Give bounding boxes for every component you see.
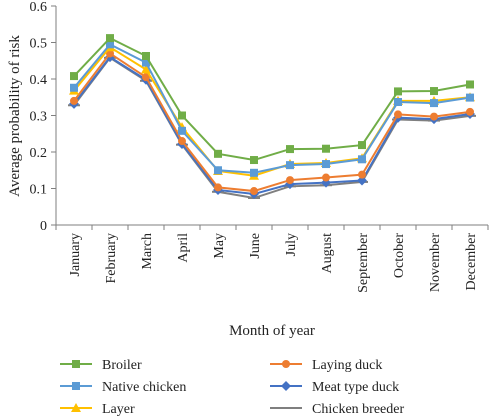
x-tick-label: September xyxy=(356,233,371,293)
series-line xyxy=(73,45,471,177)
data-point xyxy=(214,183,222,192)
data-point xyxy=(394,97,402,106)
data-point xyxy=(357,175,367,186)
data-point xyxy=(178,137,186,146)
data-point xyxy=(72,382,80,390)
data-point xyxy=(466,93,474,102)
data-point xyxy=(394,87,402,96)
x-tick-label: January xyxy=(68,233,83,277)
x-tick-label: March xyxy=(140,233,155,270)
y-tick-label: 0.6 xyxy=(30,0,48,15)
legend-label: Broiler xyxy=(102,358,142,373)
x-tick-label: April xyxy=(176,233,191,263)
data-point xyxy=(142,58,150,67)
series-chicken-breeder xyxy=(68,56,476,200)
legend-item: Broiler xyxy=(60,358,142,373)
legend-item: Chicken breeder xyxy=(270,402,404,417)
data-point xyxy=(214,166,222,175)
data-point xyxy=(430,112,438,121)
x-tick-label: December xyxy=(464,233,479,291)
data-point xyxy=(142,73,150,82)
series-native-chicken xyxy=(70,40,474,177)
x-tick-label: June xyxy=(248,233,263,259)
series-line xyxy=(73,36,471,162)
legend: Broiler Native chicken Layer Laying duck Mea… xyxy=(60,358,404,417)
data-point xyxy=(106,49,114,58)
data-point xyxy=(466,107,474,116)
x-tick-label: May xyxy=(212,233,227,259)
data-point xyxy=(286,176,294,185)
data-point xyxy=(250,168,258,177)
data-point xyxy=(430,87,438,96)
data-point xyxy=(142,52,150,61)
x-tick-label: February xyxy=(104,233,119,284)
y-tick-label: 0 xyxy=(40,219,47,234)
data-point xyxy=(72,360,80,368)
series-layer xyxy=(68,34,476,200)
y-tick-label: 0.5 xyxy=(30,37,48,52)
data-point xyxy=(281,381,291,391)
series-line xyxy=(73,52,471,193)
data-point xyxy=(141,64,151,74)
data-point xyxy=(214,149,222,158)
data-point xyxy=(358,155,366,164)
series-laying-duck xyxy=(70,49,474,196)
data-point xyxy=(70,72,78,81)
x-tick-label: August xyxy=(320,233,335,274)
y-tick-label: 0.1 xyxy=(30,183,48,198)
data-point xyxy=(358,170,366,179)
y-tick-label: 0.3 xyxy=(30,110,48,125)
legend-item: Meat type duck xyxy=(270,380,399,395)
x-tick-label: November xyxy=(428,233,443,292)
y-axis-title: Average probability of risk xyxy=(7,35,23,197)
series-line xyxy=(73,56,471,200)
data-point xyxy=(322,144,330,153)
legend-label: Laying duck xyxy=(312,358,382,373)
x-tick-labels: January February March April May June July Augu… xyxy=(55,225,489,293)
series-line xyxy=(73,43,471,174)
series-line xyxy=(73,55,471,195)
legend-label: Chicken breeder xyxy=(312,402,404,417)
data-point xyxy=(250,187,258,196)
y-tick-labels: 0 0.1 0.2 0.3 0.4 0.5 0.6 xyxy=(30,0,56,234)
series-meat-type-duck xyxy=(69,52,475,199)
data-point xyxy=(466,80,474,89)
data-point xyxy=(106,34,114,43)
legend-item: Laying duck xyxy=(270,358,382,373)
x-axis-title: Month of year xyxy=(229,323,315,339)
data-point xyxy=(70,96,78,105)
data-point xyxy=(322,173,330,182)
y-tick-label: 0.4 xyxy=(30,73,48,88)
data-point xyxy=(178,111,186,120)
data-point xyxy=(430,99,438,108)
data-point xyxy=(286,161,294,170)
series-layer xyxy=(69,42,475,180)
data-point xyxy=(70,83,78,92)
data-point xyxy=(250,156,258,165)
data-point xyxy=(322,160,330,169)
x-tick-label: July xyxy=(284,233,299,256)
legend-item: Native chicken xyxy=(60,380,186,395)
legend-label: Meat type duck xyxy=(312,380,399,395)
y-tick-label: 0.2 xyxy=(30,146,48,161)
legend-label: Native chicken xyxy=(102,380,186,395)
data-point xyxy=(178,126,186,135)
legend-label: Layer xyxy=(102,402,135,417)
legend-item: Layer xyxy=(60,402,135,417)
data-point xyxy=(282,360,290,368)
data-point xyxy=(286,145,294,154)
data-point xyxy=(394,110,402,119)
data-point xyxy=(71,403,81,412)
x-tick-label: October xyxy=(392,233,407,278)
data-point xyxy=(106,40,114,49)
data-point xyxy=(358,141,366,150)
series-broiler xyxy=(70,34,474,165)
